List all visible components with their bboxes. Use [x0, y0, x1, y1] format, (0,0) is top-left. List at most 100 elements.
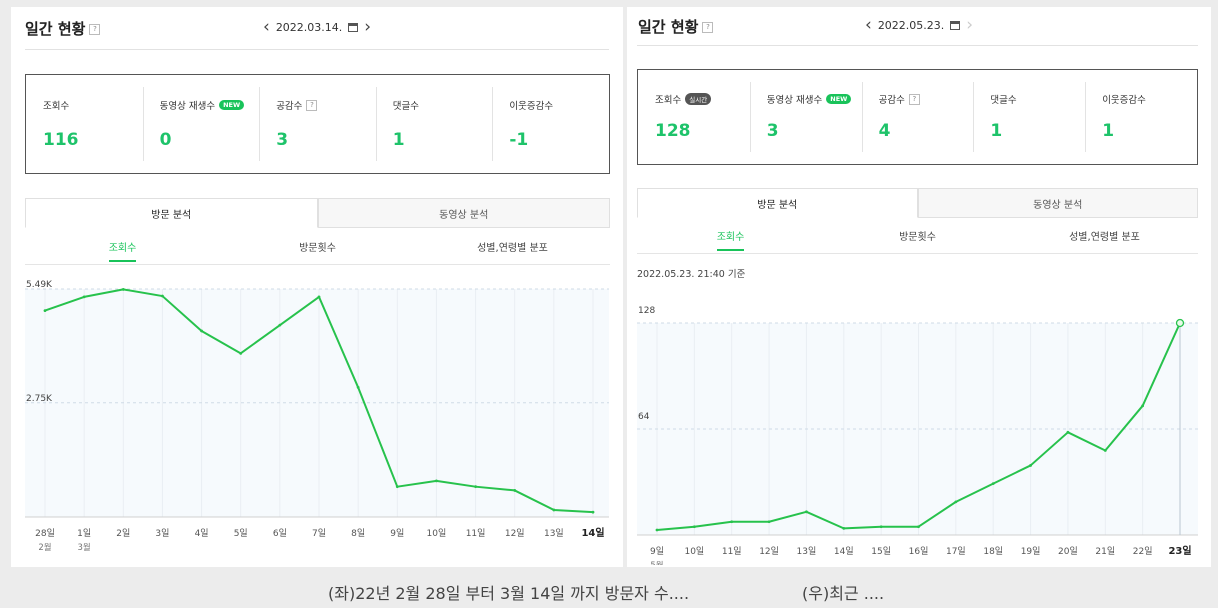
x-tick-label: 17일	[946, 546, 966, 557]
stat-label: 댓글수	[990, 95, 1017, 106]
data-point	[842, 526, 846, 530]
stat-value: 1	[1102, 121, 1115, 141]
data-point	[1103, 449, 1107, 452]
stat-label: 조회수	[655, 95, 682, 106]
calendar-icon[interactable]	[348, 23, 359, 32]
stat-label: 조회수	[43, 101, 70, 112]
data-point	[805, 510, 808, 514]
data-point	[591, 510, 595, 514]
stat-label: 댓글수	[392, 101, 420, 112]
help-icon[interactable]: ?	[306, 99, 318, 111]
help-icon[interactable]: ?	[908, 93, 920, 105]
stat-label: 공감수	[878, 95, 905, 106]
x-tick-label: 15일	[871, 546, 891, 557]
y-tick-label: 128	[638, 306, 655, 316]
realtime-badge: 실시간	[685, 93, 712, 105]
y-tick-label: 2.75K	[26, 394, 53, 404]
data-point	[317, 295, 321, 299]
x-tick-label: 1일	[77, 528, 91, 539]
prev-date-arrow-icon[interactable]: ‹	[865, 15, 872, 35]
x-tick-label: 18일	[983, 546, 1003, 557]
data-point	[395, 485, 399, 489]
calendar-icon[interactable]	[950, 21, 961, 30]
data-point	[200, 329, 203, 333]
tab-visit-analysis[interactable]: 방문 분석	[637, 188, 918, 218]
data-point	[767, 520, 771, 524]
panel-title-text: 일간 현황	[25, 20, 86, 38]
x-tick-label: 8일	[351, 528, 365, 539]
subtab-views[interactable]: 조회수	[637, 228, 824, 253]
x-tick-label: 7일	[312, 528, 326, 539]
x-tick-label: 11일	[722, 546, 742, 557]
x-tick-label: 20일	[1058, 546, 1078, 557]
data-point	[82, 295, 86, 299]
date-navigator: ‹ 2022.05.23. ›	[865, 17, 973, 34]
x-tick-label: 28일	[35, 528, 55, 539]
data-point	[730, 520, 734, 524]
data-point	[954, 500, 958, 504]
data-point	[1029, 464, 1032, 467]
caption-right: (우)최근 ....	[802, 584, 885, 603]
x-tick-label: 5일	[234, 528, 248, 539]
metric-subtabs: 조회수 방문횟수 성별,연령별 분포	[637, 228, 1198, 254]
subtab-demographics[interactable]: 성별,연령별 분포	[477, 243, 548, 254]
data-point	[121, 288, 125, 291]
panel-title: 일간 현황?	[25, 18, 101, 39]
analysis-tabs: 방문 분석 동영상 분석	[637, 188, 1198, 218]
help-icon[interactable]: ?	[702, 22, 714, 33]
prev-date-arrow-icon[interactable]: ‹	[263, 17, 270, 37]
stat-value: 1	[392, 130, 405, 150]
tab-video-analysis[interactable]: 동영상 분석	[317, 198, 610, 228]
stat-value: 116	[43, 130, 79, 150]
subtab-visits[interactable]: 방문횟수	[299, 243, 336, 254]
stat-value: 3	[766, 121, 779, 141]
help-icon[interactable]: ?	[89, 24, 101, 35]
subtab-demographics[interactable]: 성별,연령별 분포	[1069, 232, 1140, 243]
data-point	[991, 482, 995, 486]
stat-label: 동영상 재생수	[766, 95, 823, 106]
current-date: 2022.03.14.	[275, 21, 343, 34]
stat-value: 1	[990, 121, 1003, 141]
x-tick-label: 14일	[834, 546, 854, 557]
last-point-marker	[1175, 318, 1185, 328]
stat-neighbor-change: 이웃증감수 -1	[492, 75, 609, 173]
next-date-arrow-icon[interactable]: ›	[364, 17, 372, 37]
stat-likes: 공감수? 4	[861, 70, 974, 164]
stat-label: 이웃증감수	[1102, 95, 1146, 106]
tab-video-analysis[interactable]: 동영상 분석	[917, 188, 1198, 218]
data-point	[161, 294, 164, 298]
stat-comments: 댓글수 1	[973, 70, 1085, 164]
x-tick-label: 9일	[390, 528, 404, 539]
tab-visit-analysis[interactable]: 방문 분석	[25, 198, 318, 228]
subtab-views[interactable]: 조회수	[25, 239, 220, 264]
data-point	[1066, 430, 1070, 434]
month-label: 2월	[38, 542, 51, 553]
stat-views: 조회수 116	[26, 75, 143, 173]
header-divider	[25, 49, 609, 50]
views-line-chart: 5.49K 2.75K 28일 1일 2일 3일 4일 5일 6일 7일 8일 9일 10일 11일 12일…	[25, 280, 609, 553]
stat-label: 공감수	[276, 101, 303, 112]
x-tick-label: 10일	[684, 546, 704, 557]
x-tick-label: 23일	[1168, 544, 1191, 557]
x-tick-label: 12일	[505, 528, 525, 539]
as-of-timestamp: 2022.05.23. 21:40 기준	[637, 269, 746, 280]
stat-value: 4	[878, 121, 891, 141]
new-badge: NEW	[826, 94, 852, 104]
views-line-chart: 128 64 9일 10일 11일 12일 13일 14일 15일 16일 17일 18일 19일 20일…	[637, 306, 1198, 565]
data-point	[917, 525, 920, 529]
caption-left: (좌)22년 2월 28일 부터 3월 14일 까지 방문자 수....	[328, 584, 690, 603]
analysis-tabs: 방문 분석 동영상 분석	[25, 198, 610, 228]
data-point	[879, 525, 883, 529]
subtab-visits[interactable]: 방문횟수	[899, 232, 936, 243]
data-point	[692, 525, 696, 529]
metric-subtabs: 조회수 방문횟수 성별,연령별 분포	[25, 239, 610, 265]
stat-comments: 댓글수 1	[375, 75, 493, 173]
panel-title-text: 일간 현황	[638, 18, 699, 36]
data-point	[356, 386, 360, 389]
plot-area	[25, 289, 609, 517]
data-point	[435, 479, 438, 483]
data-point	[655, 528, 659, 532]
x-tick-label: 2일	[116, 528, 130, 539]
stat-value: -1	[509, 130, 529, 150]
stats-box: 조회수 실시간 128 동영상 재생수 NEW 3 공감수? 4 댓글수 1 이웃증…	[637, 69, 1198, 165]
